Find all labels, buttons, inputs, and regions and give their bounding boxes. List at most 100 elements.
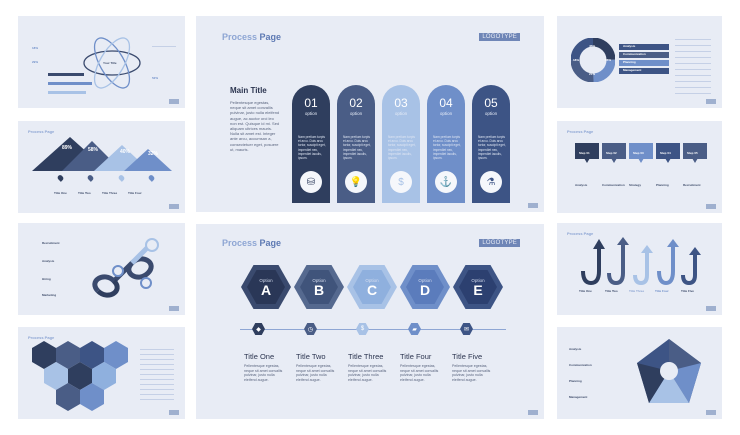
percent-2: 18% [573, 58, 580, 62]
step-box[interactable]: Step 05 [683, 143, 707, 163]
hexagon-inner: Option E [459, 270, 497, 304]
hexagon-letter: D [419, 281, 431, 298]
circle-segments [571, 38, 615, 82]
percent-4: 32% [148, 151, 159, 157]
option-column[interactable]: 03 option Nam pretium turpis et arcu. Duis… [382, 85, 420, 203]
slide-title: Process Page [28, 129, 55, 134]
pent-label-2: Communication [569, 363, 592, 367]
mountains-diagram [32, 137, 172, 171]
hexagon-grid [32, 341, 128, 411]
option-hexagon[interactable]: Option B [294, 265, 344, 309]
clock-icon: ◷ [304, 323, 317, 335]
stat-c: 52% [152, 76, 159, 80]
slide-title: Process Page [222, 238, 282, 248]
hexagon-option-label: Option [365, 277, 379, 283]
pentagon-diagram [637, 339, 701, 403]
slide-title: Process Page [567, 129, 594, 134]
label-3: Hiring [42, 277, 51, 281]
main-slide-columns[interactable]: Process Page LOGOTYPE Main Title Pellent… [196, 16, 544, 212]
step-box[interactable]: Step 03 [629, 143, 653, 163]
arrow-label-2: Title Two [605, 289, 618, 293]
step-box[interactable]: Step 01 [575, 143, 599, 163]
option-column[interactable]: 01 option Nam pretium turpis et arcu. Duis… [292, 85, 330, 203]
bar-label-3: Planning [619, 60, 669, 66]
thumbnail-slide-circle-bars[interactable]: 45% 18% 65% 21% Analysis Communication P… [557, 16, 722, 108]
step-label: Step 01 [579, 151, 590, 155]
option-column[interactable]: 04 option Nam pretium turpis et arcu. Duis… [427, 85, 465, 203]
thumbnail-slide-atom[interactable]: 18% 29% Your Title 52% [18, 16, 185, 108]
timeline-title: Title Five [452, 352, 483, 361]
pent-label-1: Analysis [569, 347, 582, 351]
mountain-title-1: Title One [54, 191, 67, 195]
percent-3: 40% [120, 149, 131, 155]
thumbnail-slide-infinity[interactable]: Recruitment Analysis Hiring Marketing [18, 223, 185, 315]
thumbnail-slide-arrows[interactable]: Process Page Title One Title Two Title T… [557, 223, 722, 315]
label-2: Analysis [42, 259, 55, 263]
logotype: LOGOTYPE [479, 33, 520, 41]
option-text: Nam pretium turpis et arcu. Duis arcu to… [343, 135, 371, 161]
pin-icon [117, 174, 126, 182]
bar-3 [48, 91, 86, 94]
money-bag-icon: $ [356, 323, 369, 335]
main-slide-hexagons[interactable]: Process Page LOGOTYPE Option A Option B Opti… [196, 224, 544, 419]
mountain-title-4: Title Four [128, 191, 142, 195]
hexagon-option-label: Option [259, 277, 273, 283]
pin-icon [56, 174, 65, 182]
slide-title: Process Page [28, 335, 55, 340]
option-column[interactable]: 05 option Nam pretium turpis et arcu. Duis… [472, 85, 510, 203]
page-number [169, 306, 179, 311]
option-number: 05 [484, 96, 498, 110]
text-lines [140, 345, 174, 403]
main-description: Pellentesque egestas, neque sit amet con… [230, 100, 280, 152]
option-number: 03 [394, 96, 408, 110]
hexagon-option-label: Option [312, 277, 326, 283]
atom-center-label: Your Title [103, 61, 117, 65]
arrow-label-5: Title Five [681, 289, 694, 293]
thumbnail-slide-mountains[interactable]: Process Page 89% 58% 40% 32% Title One T… [18, 121, 185, 213]
timeline-line [240, 329, 506, 330]
option-number: 04 [439, 96, 453, 110]
arrow-label-3: Title Three [629, 289, 645, 293]
label-1: Recruitment [42, 241, 60, 245]
timeline-description: Pellentesque egestas, neque sit amet con… [452, 364, 491, 382]
pent-label-3: Planning [569, 379, 582, 383]
thumbnail-slide-hexagon-grid[interactable]: Process Page [18, 327, 185, 419]
thumbnail-slide-pentagon[interactable]: Analysis Communication Planning Manageme… [557, 327, 722, 419]
mountain-title-3: Title Three [102, 191, 118, 195]
step-box[interactable]: Step 02 [602, 143, 626, 163]
thumbnail-slide-steps[interactable]: Process Page Step 01 Analysis Step 02 Commu… [557, 121, 722, 213]
step-label: Step 05 [687, 151, 698, 155]
chat-icon: ✉ [460, 323, 473, 335]
coins-icon: ⛁ [300, 171, 322, 193]
option-label: option [349, 111, 363, 116]
step-box[interactable]: Step 04 [656, 143, 680, 163]
page-number [706, 99, 716, 104]
hexagon-option-label: Option [418, 277, 432, 283]
timeline-description: Pellentesque egestas, neque sit amet con… [296, 364, 335, 382]
timeline-title: Title Two [296, 352, 326, 361]
logotype: LOGOTYPE [479, 239, 520, 247]
option-label: option [439, 111, 453, 116]
option-hexagon[interactable]: Option A [241, 265, 291, 309]
bar-label-2: Communication [619, 52, 669, 58]
option-text: Nam pretium turpis et arcu. Duis arcu to… [388, 135, 416, 161]
option-hexagon[interactable]: Option D [400, 265, 450, 309]
bar-label-1: Analysis [619, 44, 669, 50]
bar-1 [48, 73, 84, 76]
option-text: Nam pretium turpis et arcu. Duis arcu to… [478, 135, 506, 161]
pin-row [56, 174, 156, 182]
diamond-icon: ◆ [252, 323, 265, 335]
percent-4: 21% [589, 72, 596, 76]
option-hexagon[interactable]: Option E [453, 265, 503, 309]
option-hexagon[interactable]: Option C [347, 265, 397, 309]
option-text: Nam pretium turpis et arcu. Duis arcu to… [433, 135, 461, 161]
option-number: 01 [304, 96, 318, 110]
percent-1: 45% [589, 44, 596, 48]
money-bag-icon: $ [390, 171, 412, 193]
mountain-title-2: Title Two [78, 191, 91, 195]
hexagon-option-label: Option [471, 277, 485, 283]
stat-a: 18% [32, 46, 39, 50]
hexagon-inner: Option B [300, 270, 338, 304]
option-column[interactable]: 02 option Nam pretium turpis et arcu. Duis… [337, 85, 375, 203]
page-number [169, 204, 179, 209]
